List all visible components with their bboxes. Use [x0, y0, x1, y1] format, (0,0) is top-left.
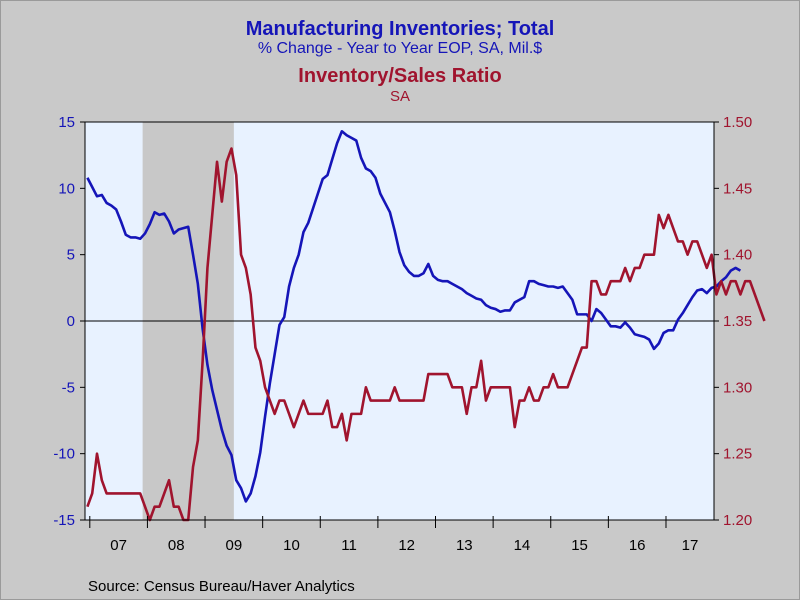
x-axis-tick-label: 13 — [456, 537, 473, 554]
right-axis-tick-label: 1.30 — [723, 379, 752, 396]
source-note: Source: Census Bureau/Haver Analytics — [88, 578, 355, 595]
chart-title: Manufacturing Inventories; Total — [245, 18, 555, 40]
right-axis-tick-label: 1.45 — [723, 180, 752, 197]
chart-subtitle-secondary: SA — [389, 88, 410, 105]
x-axis-tick-label: 14 — [514, 537, 531, 554]
x-axis-tick-label: 11 — [341, 537, 357, 554]
x-axis-tick-label: 10 — [283, 537, 300, 554]
x-axis-tick-label: 16 — [629, 537, 646, 554]
series-line-inventory-sales-ratio — [86, 147, 766, 522]
right-axis-tick-label: 1.40 — [723, 247, 752, 264]
chart-title-secondary: Inventory/Sales Ratio — [298, 65, 502, 87]
left-axis-tick-label: 10 — [58, 180, 75, 197]
x-axis-tick-label: 08 — [168, 537, 185, 554]
left-axis-tick-label: -5 — [62, 379, 75, 396]
right-axis-tick-label: 1.50 — [723, 114, 752, 131]
chart-subtitle: % Change - Year to Year EOP, SA, Mil.$ — [257, 40, 543, 57]
left-axis-tick-label: -10 — [53, 446, 75, 463]
x-axis-tick-label: 15 — [571, 537, 588, 554]
left-axis-tick-label: 5 — [67, 247, 75, 264]
series-line-inventories — [86, 129, 742, 503]
right-axis-tick-label: 1.20 — [723, 512, 752, 529]
left-axis-tick-label: 0 — [67, 313, 75, 330]
x-axis-tick-label: 17 — [682, 537, 699, 554]
x-axis-tick-label: 09 — [226, 537, 243, 554]
x-axis-tick-label: 12 — [398, 537, 415, 554]
x-axis-tick-label: 07 — [110, 537, 127, 554]
left-axis-tick-label: -15 — [53, 512, 75, 529]
right-axis-tick-label: 1.35 — [723, 313, 752, 330]
right-axis-tick-label: 1.25 — [723, 446, 752, 463]
left-axis-tick-label: 15 — [58, 114, 75, 131]
